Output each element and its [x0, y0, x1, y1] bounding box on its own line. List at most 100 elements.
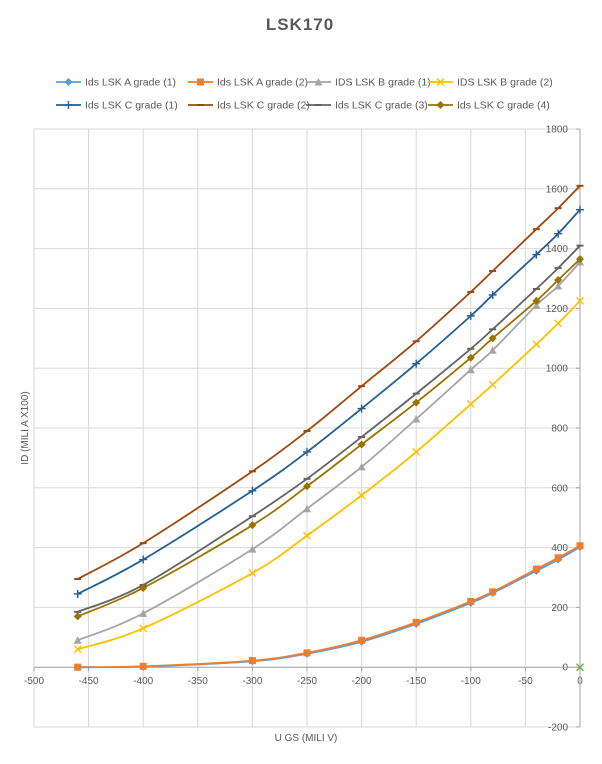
data-point: [303, 649, 311, 657]
y-tick-label: 1200: [546, 304, 569, 315]
data-point: [554, 275, 563, 284]
data-point: [554, 554, 562, 562]
series-line: [77, 209, 581, 595]
data-point: [303, 482, 311, 491]
data-point: [74, 663, 82, 671]
series-8: [73, 255, 584, 621]
series-3: [73, 258, 584, 644]
x-tick-label: -450: [79, 676, 99, 687]
y-tick-label: 0: [562, 663, 568, 674]
legend-label: IDS LSK B grade (1): [335, 77, 431, 89]
data-point: [248, 486, 257, 495]
data-point: [488, 290, 497, 299]
data-point: [554, 319, 563, 328]
legend-item: Ids LSK C grade (2): [188, 100, 310, 112]
data-point: [139, 624, 148, 633]
data-point: [139, 583, 148, 592]
data-point: [576, 542, 584, 550]
data-point: [489, 588, 497, 596]
data-point: [576, 296, 584, 305]
data-point: [488, 334, 497, 343]
series-7: [74, 244, 584, 613]
data-point: [412, 415, 421, 423]
x-tick-label: -250: [297, 676, 317, 687]
data-point: [248, 657, 256, 665]
data-point: [357, 404, 366, 413]
data-point: [532, 250, 541, 259]
data-point: [357, 491, 366, 500]
data-point: [532, 296, 541, 305]
y-tick-label: 400: [551, 543, 568, 554]
legend-swatch-marker: [64, 78, 73, 86]
legend-item: IDS LSK B grade (1): [306, 77, 431, 89]
series-4: [73, 296, 584, 654]
legend-label: Ids LSK A grade (1): [85, 77, 176, 89]
legend-item: IDS LSK B grade (2): [428, 77, 553, 89]
y-tick-label: 1800: [546, 125, 569, 136]
series-5: [73, 205, 584, 598]
data-point: [139, 609, 148, 617]
legend-label: Ids LSK C grade (4): [457, 100, 550, 112]
x-tick-label: -300: [242, 676, 262, 687]
legend-swatch-marker: [314, 78, 323, 86]
data-point: [532, 301, 541, 309]
legend-item: Ids LSK C grade (3): [306, 100, 428, 112]
data-point: [248, 521, 257, 530]
y-tick-label: 800: [551, 424, 568, 435]
series-6: [74, 184, 584, 580]
data-point: [358, 636, 366, 644]
x-tick-label: -500: [24, 676, 44, 687]
legend-swatch-marker: [197, 78, 204, 86]
legend-item: Ids LSK A grade (1): [56, 77, 176, 89]
data-point: [412, 447, 421, 456]
series-line: [77, 545, 581, 669]
x-axis-label: U GS (MILI V): [275, 733, 338, 744]
data-point: [466, 311, 475, 320]
y-tick-label: 1600: [546, 184, 569, 195]
data-point: [412, 618, 420, 626]
y-axis-label: ID (MILI A X100): [20, 391, 31, 464]
data-point: [139, 555, 148, 564]
legend: Ids LSK A grade (1) Ids LSK A grade (2) ID…: [56, 77, 553, 112]
legend-swatch-marker: [436, 78, 445, 86]
data-point: [576, 205, 584, 214]
legend-label: Ids LSK C grade (3): [335, 100, 428, 112]
data-point: [488, 380, 497, 389]
series-line: [77, 185, 581, 580]
data-point: [73, 636, 82, 644]
data-point: [576, 663, 584, 672]
series-line: [77, 244, 581, 613]
legend-swatch-marker: [436, 101, 445, 109]
data-point: [412, 359, 421, 368]
legend-item: Ids LSK C grade (1): [56, 100, 178, 112]
legend-item: Ids LSK C grade (4): [428, 100, 550, 112]
data-point: [139, 662, 147, 670]
data-point: [488, 346, 497, 354]
data-point: [303, 531, 311, 540]
x-tick-label: -150: [406, 676, 426, 687]
data-point: [576, 255, 584, 264]
data-point: [73, 589, 82, 598]
x-tick-label: -50: [518, 676, 533, 687]
data-point: [532, 565, 540, 573]
series-layer: [73, 184, 584, 672]
legend-label: IDS LSK B grade (2): [457, 77, 553, 89]
data-point: [466, 365, 475, 374]
extra-point: [576, 663, 584, 672]
y-tick-label: -200: [548, 723, 568, 734]
chart-title: LSK170: [266, 15, 334, 34]
data-point: [357, 462, 366, 471]
y-tick-label: 600: [551, 483, 568, 494]
x-tick-label: -400: [133, 676, 153, 687]
x-tick-label: -100: [461, 676, 481, 687]
data-point: [303, 447, 311, 456]
data-point: [554, 281, 563, 290]
y-tick-label: 1400: [546, 244, 569, 255]
data-point: [467, 597, 475, 605]
data-point: [73, 612, 82, 621]
series-line: [77, 261, 581, 642]
legend-label: Ids LSK C grade (2): [217, 100, 310, 112]
data-point: [412, 398, 421, 407]
